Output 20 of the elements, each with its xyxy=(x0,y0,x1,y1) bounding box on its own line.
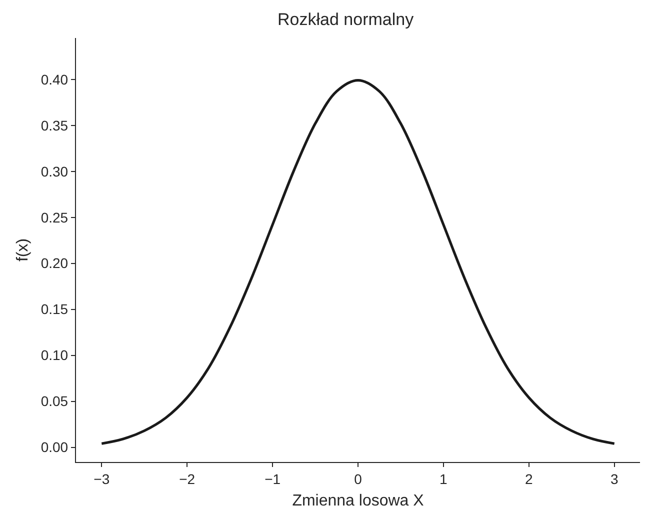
x-tick-label: 0 xyxy=(354,470,362,487)
y-tick-label: 0.20 xyxy=(40,255,68,272)
y-tick-label: 0.00 xyxy=(40,439,68,456)
x-tick-label: 3 xyxy=(610,470,618,487)
x-tick-label: −1 xyxy=(264,470,281,487)
line-series xyxy=(100,79,616,445)
y-tick-label: 0.40 xyxy=(40,71,68,88)
x-tick-label: 1 xyxy=(440,470,448,487)
y-axis-title: f(x) xyxy=(14,238,32,262)
y-tick-label: 0.35 xyxy=(40,117,68,134)
y-tick-label: 0.05 xyxy=(40,393,68,410)
y-tick-label: 0.30 xyxy=(40,163,68,180)
y-tick-label: 0.25 xyxy=(40,209,68,226)
y-tick-label: 0.15 xyxy=(40,301,68,318)
x-tick-label: −3 xyxy=(94,470,110,487)
y-tick-label: 0.10 xyxy=(40,347,68,364)
x-tick-label: −2 xyxy=(179,470,196,487)
chart-title: Rozkład normalny xyxy=(278,10,414,29)
x-axis-title: Zmienna losowa X xyxy=(292,492,424,510)
x-tick-label: 2 xyxy=(525,470,534,487)
